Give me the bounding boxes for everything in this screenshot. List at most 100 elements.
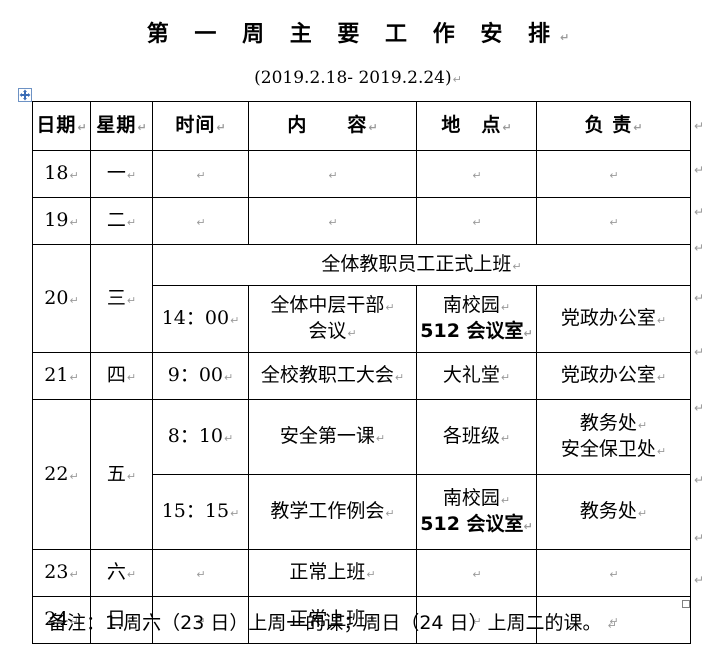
paragraph-mark: ↵ — [126, 169, 137, 183]
table-end-square-icon — [682, 600, 690, 608]
paragraph-mark: ↵ — [126, 371, 137, 385]
cell-text: 8：10 — [167, 425, 224, 448]
paragraph-mark: ↵ — [69, 169, 79, 183]
cell-date: 22↵ — [32, 399, 91, 550]
paragraph-mark: ↵ — [609, 169, 619, 183]
cell-place: ↵ — [416, 596, 537, 644]
cell-text-line2: 会议↵ — [252, 319, 413, 345]
cell-content: 安全第一课↵ — [248, 399, 417, 475]
table-row: 14：00 ↵ 全体中层干部 ↵ 会议↵ 南校园↵ 512 会议室 ↵ 党政办公室 ↵ — [33, 285, 691, 353]
cell-text: 党政办公室 — [560, 307, 656, 330]
column-header-owner: 负 责↵ — [536, 101, 691, 151]
cell-owner: 教务处↵ 安全保卫处↵ — [536, 399, 691, 475]
table-move-handle-icon[interactable] — [18, 88, 32, 102]
cell-text: 南校园 — [442, 487, 500, 510]
cell-text: 19 — [44, 209, 69, 232]
column-header-place: 地 点↵ — [416, 101, 537, 151]
cell-text: 14：00 — [161, 307, 230, 330]
paragraph-mark: ↵ — [472, 169, 482, 183]
cell-weekday: 一↵ — [90, 150, 153, 198]
cell-time: 9：00↵ — [152, 352, 249, 400]
cell-text: 23 — [44, 561, 69, 584]
cell-date: 24↵ — [32, 596, 91, 644]
cell-time: 8：10↵ — [152, 399, 249, 475]
cell-text-line2: 512 会议室↵ — [420, 512, 533, 538]
cell-text: 四 — [106, 364, 126, 387]
table-row: 21↵ 四↵ 9：00↵ 全校教职工大会↵ 大礼堂↵ 党政办公室↵ — [32, 352, 691, 400]
cell-weekday: 日↵ — [90, 596, 153, 644]
cell-text: 20 — [44, 286, 69, 309]
paragraph-mark: ↵ — [523, 520, 533, 533]
paragraph-mark: ↵ — [472, 615, 482, 629]
cell-text: 党政办公室 — [560, 364, 656, 387]
cell-place: ↵ — [416, 197, 537, 245]
cell-banner-notice: 全体教职员工正式上班↵ — [152, 244, 691, 286]
cell-text: 512 会议室 — [420, 320, 524, 342]
cell-owner: 党政办公室↵ — [536, 352, 691, 400]
page-subtitle: (2019.2.18- 2019.2.24)↵ — [0, 68, 716, 88]
row-end-mark: ↵ — [694, 241, 705, 255]
paragraph-mark: ↵ — [500, 371, 511, 385]
paragraph-mark: ↵ — [512, 260, 522, 274]
paragraph-mark: ↵ — [347, 327, 357, 340]
cell-date: 21↵ — [32, 352, 91, 400]
cell-weekday: 六↵ — [90, 549, 153, 597]
paragraph-mark: ↵ — [502, 121, 512, 135]
cell-content: 正常上班↵ — [248, 549, 417, 597]
paragraph-mark: ↵ — [637, 507, 648, 521]
cell-text: 24 — [44, 608, 69, 631]
header-label: 地 点 — [441, 114, 502, 137]
cell-text: 全体中层干部 — [270, 294, 385, 317]
cell-text: 9：00 — [167, 364, 224, 387]
cell-text: 二 — [106, 209, 126, 232]
cell-text: 教务处 — [579, 412, 637, 435]
table-row: 23↵ 六↵ ↵ 正常上班↵ ↵ ↵ — [32, 549, 691, 597]
cell-text: 安全第一课 — [279, 425, 375, 448]
cell-place: 南校园↵ 512 会议室 ↵ — [416, 285, 537, 353]
paragraph-mark: ↵ — [216, 121, 226, 135]
row-end-mark: ↵ — [694, 205, 705, 219]
table-row: 20↵ 三↵ 全体教职员工正式上班↵ — [32, 244, 691, 353]
cell-text-line1: 南校园↵ — [420, 486, 533, 512]
cell-time: 15：15↵ — [152, 474, 249, 550]
paragraph-mark: ↵ — [607, 619, 617, 632]
column-header-content: 内 容↵ — [248, 101, 417, 151]
cell-text: 22 — [44, 462, 69, 485]
paragraph-mark: ↵ — [375, 432, 386, 446]
paragraph-mark: ↵ — [126, 293, 137, 307]
cell-text: 一 — [106, 162, 126, 185]
row-end-mark: ↵ — [694, 119, 705, 133]
cell-owner: ↵ — [536, 549, 691, 597]
cell-content: ↵ — [248, 150, 417, 198]
cell-owner: ↵ — [536, 596, 691, 644]
cell-text: 日 — [106, 608, 126, 631]
paragraph-mark: ↵ — [394, 371, 405, 385]
table-row: 24↵ 日↵ ↵ 正常上班↵ ↵ ↵ — [32, 596, 691, 644]
cell-text-line1: 南校园↵ — [420, 293, 533, 319]
paragraph-mark: ↵ — [196, 216, 206, 230]
paragraph-mark: ↵ — [69, 469, 79, 483]
footnote: 备注：1.周六（23 日）上周一的课；周日（24 日）上周二的课。 ↵ — [48, 608, 617, 635]
paragraph-mark: ↵ — [69, 615, 79, 629]
cell-date: 19↵ — [32, 197, 91, 245]
paragraph-mark: ↵ — [633, 121, 643, 135]
paragraph-mark: ↵ — [196, 169, 206, 183]
cell-weekday: 五↵ — [90, 399, 153, 550]
cell-text-line2: 安全保卫处↵ — [540, 437, 687, 463]
paragraph-mark: ↵ — [328, 216, 338, 230]
header-label: 日期 — [36, 114, 77, 137]
header-label: 负 责 — [584, 114, 633, 137]
paragraph-mark: ↵ — [637, 419, 648, 433]
cell-time: ↵ — [152, 549, 249, 597]
paragraph-mark: ↵ — [609, 568, 619, 582]
paragraph-mark: ↵ — [69, 293, 79, 307]
paragraph-mark: ↵ — [366, 568, 376, 582]
paragraph-mark: ↵ — [126, 469, 137, 483]
cell-text: 全体教职员工正式上班 — [321, 253, 512, 276]
table-row: 15：15↵ 教学工作例会↵ 南校园↵ 512 会议室↵ 教务处↵ — [33, 474, 691, 550]
cell-date: 23↵ — [32, 549, 91, 597]
paragraph-mark: ↵ — [500, 301, 511, 315]
cell-text: 教学工作例会 — [270, 500, 385, 523]
column-header-weekday: 星期↵ — [90, 101, 153, 151]
row-end-mark: ↵ — [694, 163, 705, 177]
